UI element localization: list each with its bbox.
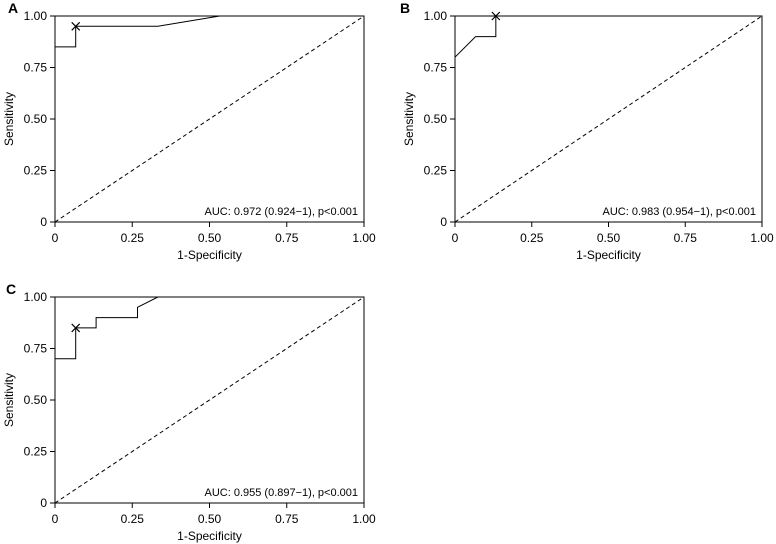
panel-a-y-tick-label: 0.25 (24, 164, 48, 178)
panel-c-reference-line (54, 296, 365, 504)
panel-b-x-axis-label: 1-Specificity (576, 248, 641, 262)
panel-c-cutoff-marker-stroke (71, 323, 81, 333)
panel-a: A 0 0.25 0.50 0.75 1.00 0 0.25 0.50 0.75 1.00 1-Spe… (2, 0, 376, 262)
panel-c-y-tick-label: 0.50 (24, 393, 48, 407)
panel-b-x-tick-label: 0.50 (597, 231, 621, 245)
panel-a-y-tick-label: 0.50 (24, 112, 48, 126)
panel-c: C 0 0.25 0.50 0.75 1.00 0 0.25 0.50 0.75 1.00 1-Spe… (2, 281, 376, 543)
panel-a-cutoff-marker-stroke (71, 21, 81, 31)
panel-c-x-tick-label: 0 (52, 512, 59, 526)
panel-b-x-tick-label: 1.00 (750, 231, 774, 245)
panel-a-x-tick-label: 0 (52, 231, 59, 245)
panel-b-cutoff-marker (491, 11, 501, 21)
panel-c-y-tick-label: 1.00 (24, 290, 48, 304)
panel-c-auc-annotation: AUC: 0.955 (0.897−1), p<0.001 (205, 487, 359, 499)
panel-a-x-axis-label: 1-Specificity (177, 248, 242, 262)
panel-a-x-tick-label: 0.75 (275, 231, 299, 245)
panel-a-auc-annotation: AUC: 0.972 (0.924−1), p<0.001 (205, 206, 359, 218)
panel-a-reference-line (54, 15, 365, 223)
panel-c-x-tick-label: 0.25 (121, 512, 145, 526)
panel-b-y-tick-label: 0.75 (424, 61, 448, 75)
panel-c-x-tick-label: 0.50 (198, 512, 222, 526)
panel-c-letter: C (6, 281, 16, 297)
panel-b-reference-line (454, 15, 763, 223)
panel-b-y-tick-label: 1.00 (424, 9, 448, 23)
panel-a-y-tick-label: 1.00 (24, 9, 48, 23)
panel-a-y-tick-label: 0.75 (24, 61, 48, 75)
panel-b-y-tick-label: 0.25 (424, 164, 448, 178)
panel-c-y-tick-label: 0.25 (24, 445, 48, 459)
panel-b-roc-curve (454, 15, 762, 222)
panel-c-roc-curve (54, 296, 364, 503)
panel-c-y-axis-label: Sensitivity (2, 373, 16, 427)
panel-c-cutoff-marker (71, 323, 81, 333)
panel-c-x-tick-label: 1.00 (352, 512, 376, 526)
panel-b-y-tick-label: 0.50 (424, 112, 448, 126)
panel-b-x-tick-label: 0 (452, 231, 459, 245)
panel-c-y-tick-label: 0 (40, 496, 47, 510)
panel-b: B 0 0.25 0.50 0.75 1.00 0 0.25 0.50 0.75 1.00 1-Spe… (400, 0, 774, 262)
panel-c-y-tick-label: 0.75 (24, 342, 48, 356)
panel-a-x-tick-label: 1.00 (352, 231, 376, 245)
panel-a-x-tick-label: 0.50 (198, 231, 222, 245)
panel-a-y-axis-label: Sensitivity (2, 92, 16, 146)
panel-b-x-tick-label: 0.75 (674, 231, 698, 245)
panel-b-y-axis-label: Sensitivity (402, 92, 416, 146)
panel-c-x-tick-label: 0.75 (275, 512, 299, 526)
panel-b-letter: B (400, 0, 410, 16)
panel-a-y-tick-label: 0 (40, 215, 47, 229)
panel-a-letter: A (8, 0, 18, 16)
panel-a-x-tick-label: 0.25 (121, 231, 145, 245)
panel-b-y-tick-label: 0 (440, 215, 447, 229)
panel-b-x-tick-label: 0.25 (520, 231, 544, 245)
panel-c-x-axis-label: 1-Specificity (177, 529, 242, 543)
panel-b-auc-annotation: AUC: 0.983 (0.954−1), p<0.001 (603, 206, 757, 218)
panel-a-cutoff-marker (71, 21, 81, 31)
panel-b-cutoff-marker-stroke (491, 11, 501, 21)
